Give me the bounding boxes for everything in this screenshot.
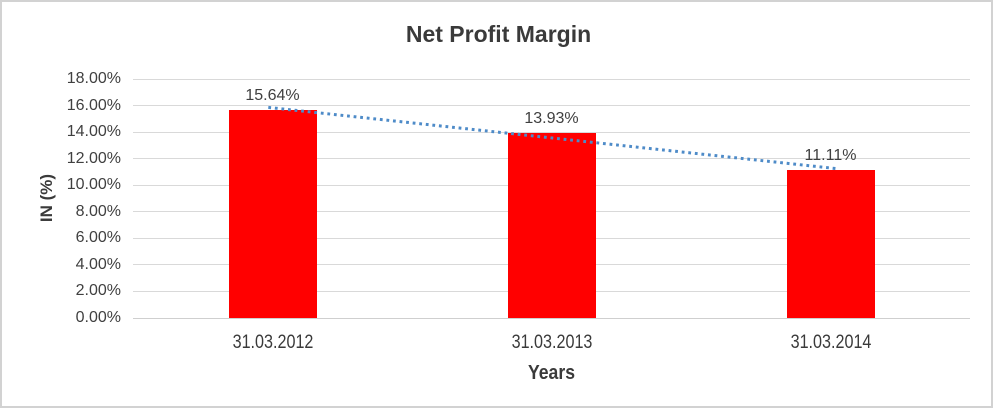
x-tick-label: 31.03.2013 xyxy=(511,332,592,353)
y-tick-label: 12.00% xyxy=(66,149,121,167)
y-tick-label: 8.00% xyxy=(75,202,121,220)
data-label: 15.64% xyxy=(245,87,300,105)
y-tick-label: 0.00% xyxy=(75,309,121,326)
y-tick-label: 18.00% xyxy=(66,70,121,87)
gridline xyxy=(133,317,970,319)
bar-31.03.2013 xyxy=(507,133,596,318)
y-tick-label: 10.00% xyxy=(66,176,121,194)
gridline xyxy=(133,78,970,80)
bar-31.03.2012 xyxy=(228,110,317,318)
y-tick-label: 14.00% xyxy=(66,123,121,141)
y-tick-label: 6.00% xyxy=(75,229,121,247)
data-label: 11.11% xyxy=(804,147,857,165)
y-tick-label: 4.00% xyxy=(75,255,121,273)
data-label: 13.93% xyxy=(524,110,579,128)
y-tick-label: 16.00% xyxy=(66,96,121,114)
x-tick-label: 31.03.2012 xyxy=(232,332,313,353)
bar-31.03.2014 xyxy=(786,170,875,318)
x-tick-label: 31.03.2014 xyxy=(790,332,871,353)
gridline xyxy=(133,105,970,107)
x-axis-title: Years xyxy=(528,362,575,384)
y-tick-label: 2.00% xyxy=(75,282,121,300)
chart-title: Net Profit Margin xyxy=(405,21,592,47)
